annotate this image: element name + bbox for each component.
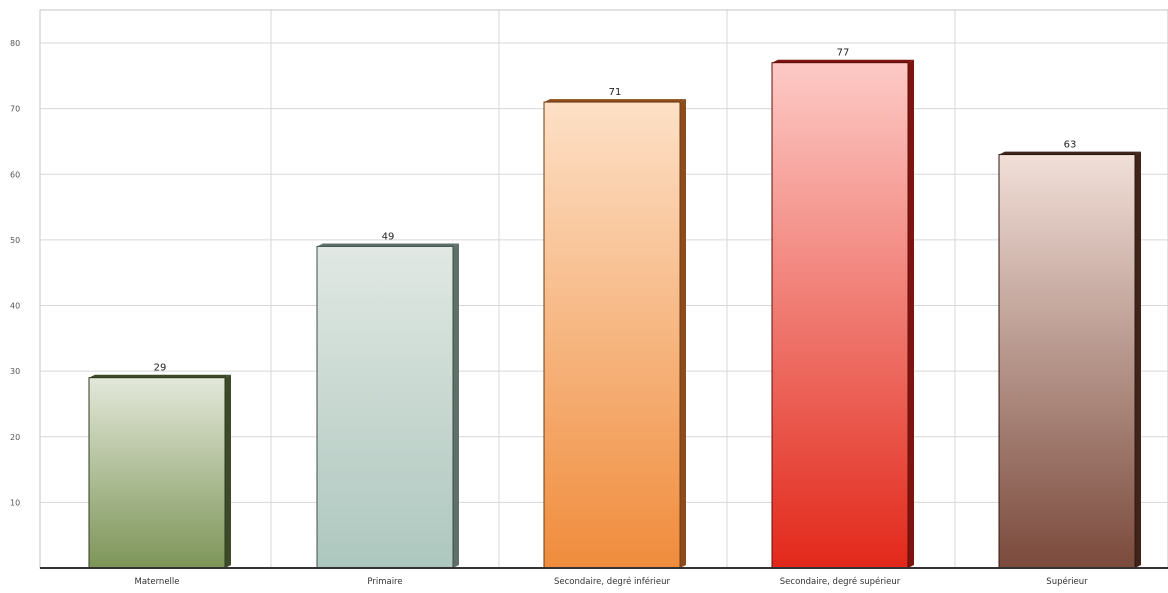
y-axis-ticks: 10 20 30 40 50 60 70 80: [10, 39, 20, 507]
value-label: 71: [609, 87, 622, 98]
bar-front-face: [998, 154, 1136, 569]
x-axis-category-labels: Maternelle Primaire Secondaire, degré infé…: [134, 576, 1088, 587]
y-tick-label: 10: [10, 498, 20, 507]
bar-side-face: [1135, 151, 1141, 568]
value-label: 49: [382, 231, 395, 242]
y-tick-label: 60: [10, 170, 20, 179]
bar-side-face: [908, 59, 914, 568]
bar-2: [316, 243, 459, 569]
bars: [88, 59, 1141, 569]
category-label: Secondaire, degré supérieur: [780, 576, 901, 587]
category-label: Maternelle: [134, 577, 179, 587]
value-label: 29: [154, 363, 167, 374]
category-label: Primaire: [367, 577, 402, 587]
bar-side-face: [225, 374, 231, 568]
bar-front-face: [316, 245, 454, 569]
bar-side-face: [680, 99, 686, 568]
y-tick-label: 30: [10, 367, 20, 376]
bar-front-face: [543, 101, 681, 569]
bar-top-face: [999, 151, 1141, 155]
bar-top-face: [317, 243, 459, 247]
bar-1: [88, 374, 231, 569]
bar-5: [998, 151, 1141, 569]
y-tick-label: 50: [10, 236, 20, 245]
y-tick-label: 40: [10, 302, 20, 311]
bar-top-face: [544, 99, 686, 103]
bar-front-face: [88, 377, 226, 569]
y-tick-label: 20: [10, 433, 20, 442]
y-tick-label: 70: [10, 105, 20, 114]
y-tick-label: 80: [10, 39, 20, 48]
bar-top-face: [772, 59, 914, 63]
bar-side-face: [453, 243, 459, 568]
bar-4: [771, 59, 914, 569]
data-labels: 29 49 71 77 63: [154, 48, 1077, 374]
bar-3: [543, 99, 686, 569]
value-label: 77: [837, 48, 850, 59]
bar-front-face: [771, 62, 909, 569]
value-label: 63: [1064, 140, 1077, 151]
category-label: Secondaire, degré inférieur: [554, 576, 670, 587]
bar-top-face: [89, 374, 231, 378]
category-label: Supérieur: [1046, 576, 1088, 587]
